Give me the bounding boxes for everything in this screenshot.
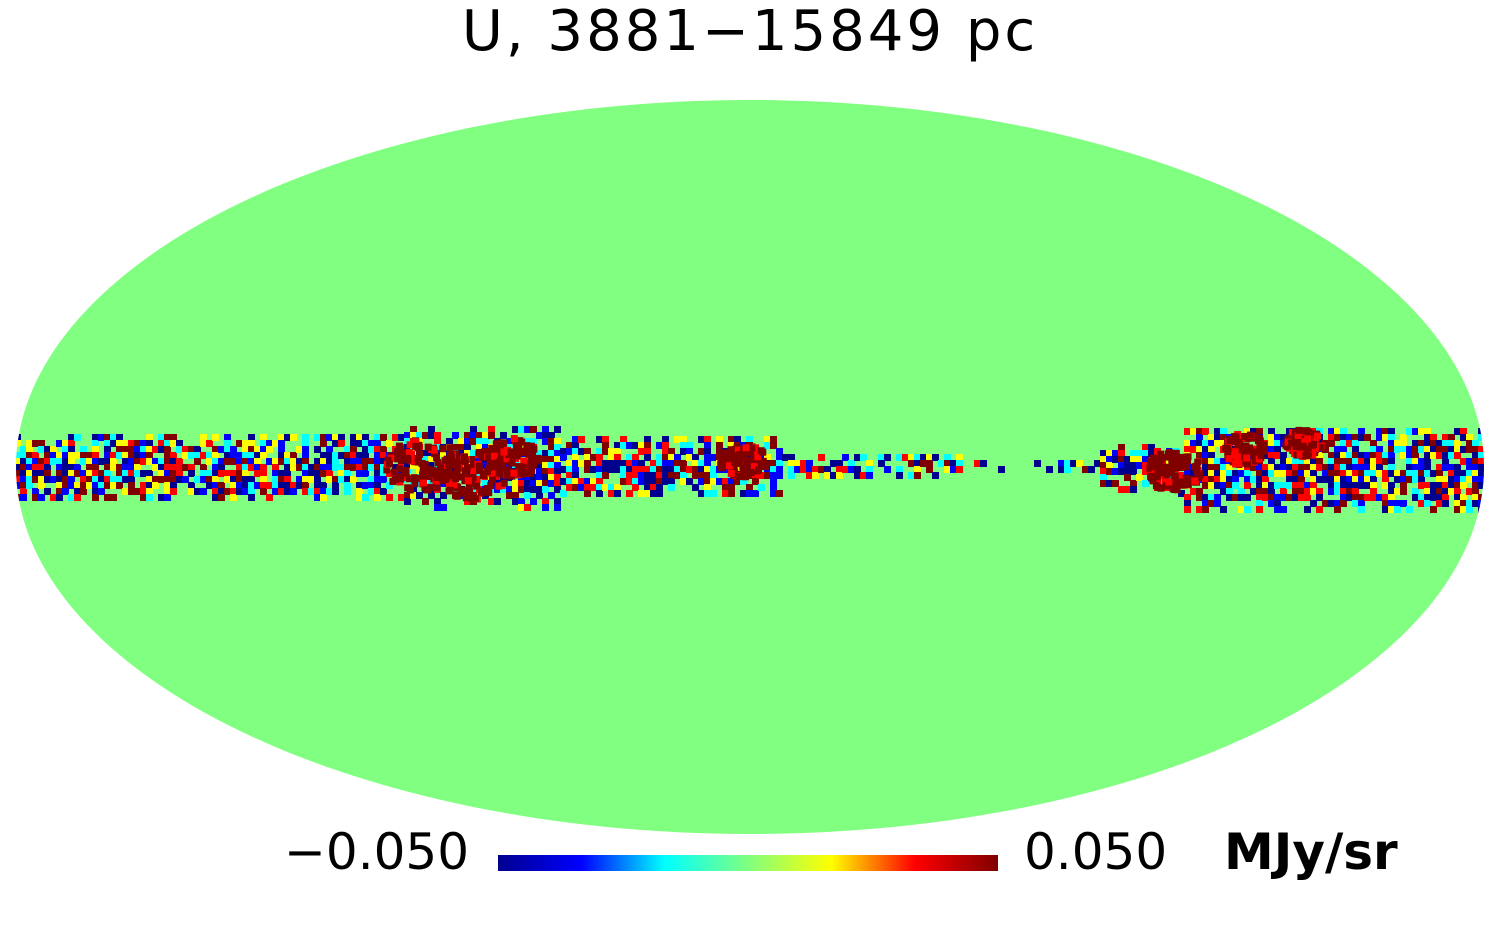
colorbar	[498, 855, 998, 871]
map-title: U, 3881−15849 pc	[461, 0, 1039, 64]
colorbar-unit-label: MJy/sr	[1224, 823, 1398, 881]
galactic-plane-band	[16, 426, 1484, 513]
colorbar-max-label: 0.050	[1024, 823, 1168, 881]
colorbar-min-label: −0.050	[284, 823, 470, 881]
